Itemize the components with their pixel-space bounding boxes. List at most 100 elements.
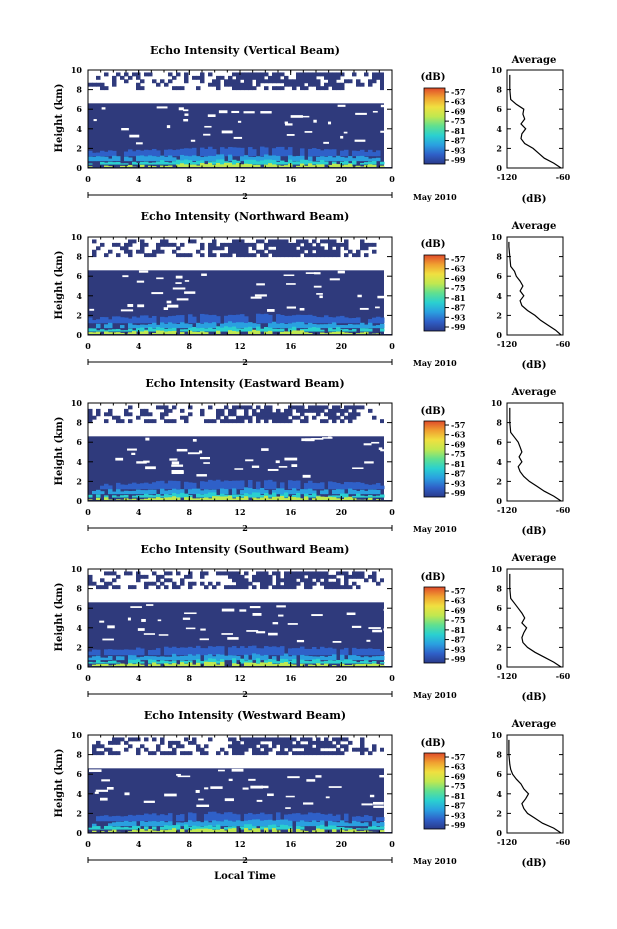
heatmap-cell	[344, 578, 349, 583]
heatmap-cell	[208, 489, 213, 495]
heatmap-cell	[264, 327, 269, 332]
heatmap-gap	[221, 130, 233, 134]
heatmap-gap	[187, 452, 200, 455]
y-tick-label: 0	[76, 163, 82, 173]
heatmap-cell	[292, 659, 297, 664]
heatmap-cell	[224, 480, 229, 490]
heatmap-cell	[132, 316, 137, 324]
heatmap-cell	[128, 744, 133, 749]
heatmap-cell	[116, 815, 121, 822]
average-frame	[506, 69, 564, 169]
heatmap-cell	[312, 82, 317, 87]
heatmap-cell	[328, 412, 333, 417]
colorbar-tick-label: -75	[451, 449, 465, 459]
heatmap-cell	[88, 328, 93, 332]
heatmap-cell	[344, 665, 349, 667]
heatmap-cell	[156, 744, 161, 749]
heatmap-cell	[240, 239, 245, 244]
heatmap-cell	[280, 146, 285, 157]
heatmap-cell	[312, 490, 317, 495]
heatmap-cell	[200, 162, 205, 168]
heatmap-gap	[299, 307, 305, 311]
heatmap-cell	[180, 408, 185, 413]
heatmap-cell	[116, 489, 121, 495]
average-y-tick-label: 2	[496, 310, 502, 320]
colorbar-tick-label: -69	[451, 106, 466, 116]
heatmap-cell	[212, 585, 217, 590]
heatmap-gap	[337, 104, 346, 107]
heatmap-cell	[308, 571, 313, 576]
heatmap-cell	[264, 574, 269, 579]
heatmap-cell	[344, 157, 349, 162]
heatmap-cell	[356, 664, 361, 667]
heatmap-cell	[124, 571, 129, 576]
heatmap-cell	[116, 72, 121, 77]
heatmap-cell	[168, 72, 173, 77]
heatmap-cell	[228, 480, 233, 490]
heatmap-cell	[148, 497, 153, 501]
heatmap-gap	[221, 633, 233, 635]
heatmap-cell	[236, 648, 241, 656]
heatmap-cell	[340, 242, 345, 247]
heatmap-cell	[208, 654, 213, 661]
heatmap-cell	[92, 751, 97, 756]
colorbar-tick-label: -93	[451, 145, 466, 155]
heatmap-cell	[204, 825, 209, 830]
heatmap-cell	[328, 253, 333, 258]
heatmap-cell	[236, 494, 241, 498]
heatmap-gap	[156, 277, 164, 280]
heatmap-cell	[296, 239, 301, 244]
heatmap-cell	[176, 740, 181, 745]
heatmap-cell	[124, 490, 129, 495]
heatmap-cell	[164, 822, 169, 827]
heatmap-cell	[128, 663, 133, 667]
heatmap-cell	[120, 246, 125, 251]
heatmap-cell	[224, 496, 229, 501]
heatmap-cell	[108, 158, 113, 162]
heatmap-cell	[236, 163, 241, 168]
heatmap-cell	[332, 821, 337, 827]
heatmap-cell	[240, 494, 245, 498]
heatmap-cell	[96, 649, 101, 656]
colorbar-tick-label: -87	[451, 469, 465, 479]
heatmap-cell	[260, 812, 265, 822]
heatmap-cell	[140, 161, 145, 165]
heatmap-cell	[356, 490, 361, 495]
heatmap-cell	[180, 647, 185, 656]
x-tick-label: 0	[389, 673, 395, 683]
heatmap-cell	[324, 496, 329, 501]
heatmap-cell	[336, 482, 341, 490]
heatmap-cell	[192, 331, 197, 335]
heatmap-cell	[244, 82, 249, 87]
heatmap-cell	[336, 164, 341, 168]
heatmap-cell	[188, 646, 193, 656]
x-tick-label: 20	[336, 341, 348, 351]
heatmap-gap	[369, 794, 375, 798]
heatmap-cell	[360, 664, 365, 667]
heatmap-gap	[101, 779, 110, 782]
heatmap-gap	[254, 294, 267, 297]
heatmap-cell	[356, 574, 361, 579]
x-tick-label: 16	[285, 507, 297, 517]
heatmap-cell	[276, 574, 281, 579]
x-tick-label: 0	[85, 507, 91, 517]
colorbar-tick-label: -81	[451, 293, 465, 303]
heatmap-cell	[124, 156, 129, 162]
heatmap-cell	[88, 415, 93, 420]
heatmap-cell	[372, 72, 377, 77]
heatmap-cell	[348, 823, 353, 827]
heatmap-cell	[184, 419, 189, 424]
heatmap-cell	[288, 328, 293, 332]
heatmap-cell	[376, 483, 381, 490]
heatmap-cell	[356, 405, 361, 410]
heatmap-cell	[304, 751, 309, 756]
heatmap-cell	[284, 751, 289, 756]
heatmap-cell	[332, 489, 337, 495]
heatmap-cell	[288, 574, 293, 579]
heatmap-cell	[320, 164, 325, 168]
heatmap-cell	[292, 79, 297, 84]
heatmap-cell	[196, 654, 201, 661]
heatmap-cell	[220, 412, 225, 417]
heatmap-cell	[228, 655, 233, 661]
heatmap-gap	[316, 293, 323, 295]
